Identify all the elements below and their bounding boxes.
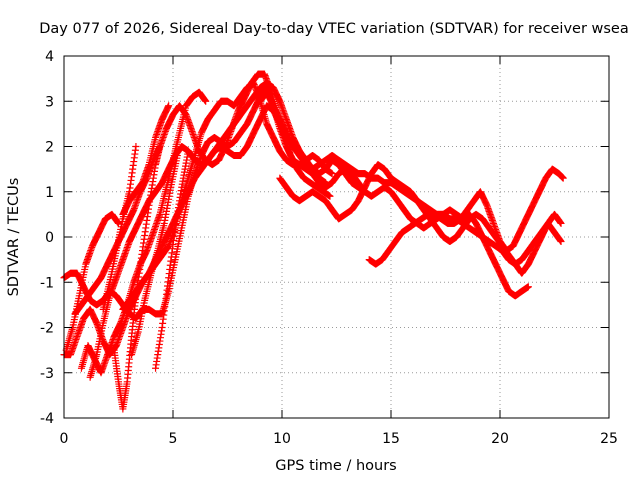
y-tick-label: -3 — [40, 366, 54, 382]
x-tick-label: 5 — [169, 431, 178, 447]
y-tick-label: 2 — [45, 140, 54, 156]
y-tick-label: 3 — [45, 94, 54, 110]
y-tick-label: -2 — [40, 321, 54, 337]
chart-title: Day 077 of 2026, Sidereal Day-to-day VTE… — [39, 21, 628, 37]
x-tick-label: 20 — [491, 431, 509, 447]
y-axis-label: SDTVAR / TECUs — [6, 178, 22, 297]
x-tick-label: 0 — [60, 431, 69, 447]
data-points — [60, 70, 567, 413]
x-tick-label: 15 — [382, 431, 400, 447]
x-tick-label: 25 — [600, 431, 618, 447]
y-tick-label: -1 — [40, 275, 54, 291]
data-point — [326, 192, 334, 200]
data-point — [328, 170, 336, 178]
y-tick-label: 0 — [45, 230, 54, 246]
y-tick-label: 4 — [45, 49, 54, 65]
x-axis-label: GPS time / hours — [275, 458, 396, 474]
y-tick-label: -4 — [40, 411, 54, 427]
x-tick-label: 10 — [273, 431, 291, 447]
y-tick-label: 1 — [45, 185, 54, 201]
